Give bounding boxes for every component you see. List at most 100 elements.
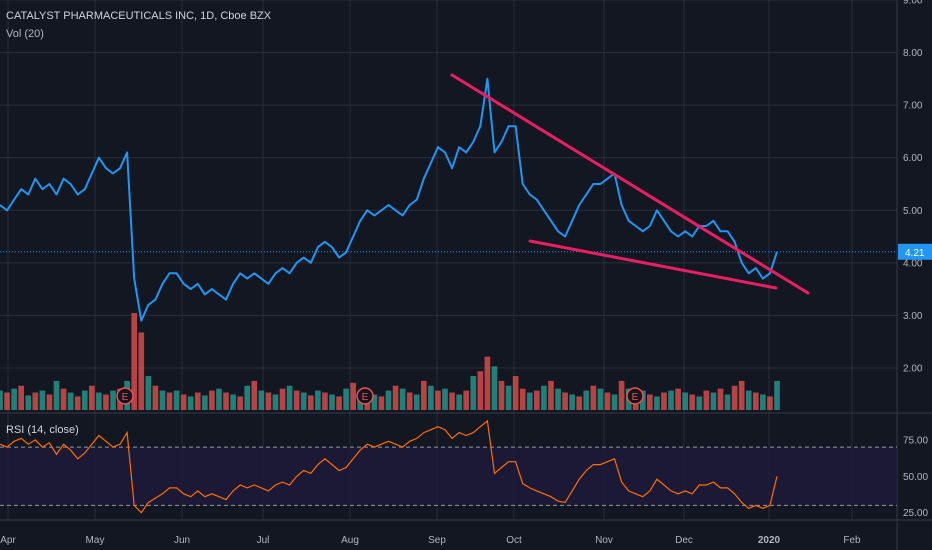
volume-bar xyxy=(25,395,32,410)
trendline[interactable] xyxy=(450,73,810,295)
volume-bar xyxy=(555,388,561,410)
time-axis-tick: Dec xyxy=(675,535,693,546)
volume-bar xyxy=(152,385,159,410)
volume-bar xyxy=(251,380,258,410)
volume-bar xyxy=(767,396,773,410)
volume-bar xyxy=(491,366,498,410)
volume-bar xyxy=(752,392,759,410)
volume-bar xyxy=(675,388,681,410)
time-axis-tick: Jun xyxy=(174,535,190,546)
volume-bar xyxy=(717,388,724,410)
earnings-marker-label: E xyxy=(122,392,129,403)
price-badge xyxy=(898,243,932,260)
price-badge-text: 4.21 xyxy=(905,248,925,259)
volume-bar xyxy=(505,385,512,410)
volume-bar xyxy=(96,392,102,410)
volume-bar xyxy=(484,356,491,410)
volume-bar xyxy=(526,392,533,410)
price-axis-tick: 5.00 xyxy=(903,206,923,217)
volume-bar xyxy=(110,390,116,410)
volume-bar xyxy=(392,385,399,410)
volume-bar xyxy=(67,392,74,410)
volume-bar xyxy=(745,390,752,410)
volume-bar xyxy=(562,392,568,410)
volume-bar xyxy=(689,394,696,410)
volume-bar xyxy=(131,313,138,410)
volume-bar xyxy=(138,332,145,410)
volume-bar xyxy=(230,394,236,410)
volume-bar xyxy=(399,388,406,410)
volume-bar xyxy=(265,392,272,410)
volume-bar xyxy=(60,388,67,410)
time-axis-tick: 2020 xyxy=(758,535,781,546)
volume-bar xyxy=(194,392,201,410)
volume-bar xyxy=(187,396,194,410)
volume-bar xyxy=(350,382,357,410)
volume-bar xyxy=(0,390,3,410)
time-axis-tick: Jul xyxy=(257,535,270,546)
volume-bar xyxy=(428,385,434,410)
volume-bar xyxy=(682,392,688,410)
volume-bar xyxy=(89,385,95,410)
rsi-axis-tick: 50.00 xyxy=(903,472,928,483)
price-axis-tick: 6.00 xyxy=(903,153,923,164)
volume-bar xyxy=(611,394,618,410)
volume-bar xyxy=(371,394,378,410)
volume-bar xyxy=(336,396,342,410)
volume-bar xyxy=(470,376,477,410)
volume-bar xyxy=(209,390,215,410)
volume-bar xyxy=(576,396,583,410)
chart-title: CATALYST PHARMACEUTICALS INC, 1D, Cboe B… xyxy=(6,10,272,22)
volume-bar xyxy=(279,388,286,410)
price-axis-tick: 9.00 xyxy=(903,0,923,7)
volume-bar xyxy=(343,388,349,410)
volume-bar xyxy=(159,390,166,410)
volume-bar xyxy=(46,394,53,410)
volume-bar xyxy=(18,385,25,410)
volume-bar xyxy=(39,390,46,410)
price-line[interactable] xyxy=(0,77,778,322)
volume-bar xyxy=(406,392,413,410)
volume-bar xyxy=(293,390,300,410)
volume-bar xyxy=(541,385,547,410)
volume-bar xyxy=(145,376,152,410)
volume-bar xyxy=(731,385,738,410)
rsi-axis-tick: 75.00 xyxy=(903,435,928,446)
volume-bar xyxy=(639,390,646,410)
volume-bar xyxy=(166,392,173,410)
price-axis-tick: 2.00 xyxy=(903,363,923,374)
trendline[interactable] xyxy=(528,239,778,290)
volume-bar xyxy=(760,394,766,410)
volume-bar xyxy=(548,380,554,410)
volume-bar xyxy=(180,394,187,410)
volume-bar xyxy=(738,380,745,410)
volume-bar xyxy=(456,394,462,410)
volume-bar xyxy=(237,396,243,410)
volume-bar xyxy=(413,394,420,410)
rsi-axis-tick: 25.00 xyxy=(903,508,928,519)
volume-bar xyxy=(724,394,731,410)
volume-bar xyxy=(654,396,660,410)
time-axis-tick: Apr xyxy=(0,535,16,546)
volume-bar xyxy=(604,392,611,410)
volume-bar xyxy=(463,390,470,410)
time-axis-tick: Sep xyxy=(428,535,446,546)
rsi-line[interactable] xyxy=(0,419,778,514)
volume-bar xyxy=(53,380,60,410)
volume-bar xyxy=(216,388,222,410)
volume-bar xyxy=(590,385,597,410)
volume-bar xyxy=(569,394,575,410)
time-axis-tick: Feb xyxy=(843,535,861,546)
volume-bar xyxy=(11,388,17,410)
volume-bar xyxy=(315,390,321,410)
volume-bar xyxy=(300,392,307,410)
volume-bar xyxy=(435,390,441,410)
volume-bar xyxy=(647,394,653,410)
time-axis-tick: Oct xyxy=(506,535,522,546)
time-axis-tick: May xyxy=(86,535,105,546)
volume-bar xyxy=(703,390,710,410)
volume-bar xyxy=(202,395,208,410)
rsi-label: RSI (14, close) xyxy=(6,424,79,436)
volume-bar xyxy=(774,380,780,410)
